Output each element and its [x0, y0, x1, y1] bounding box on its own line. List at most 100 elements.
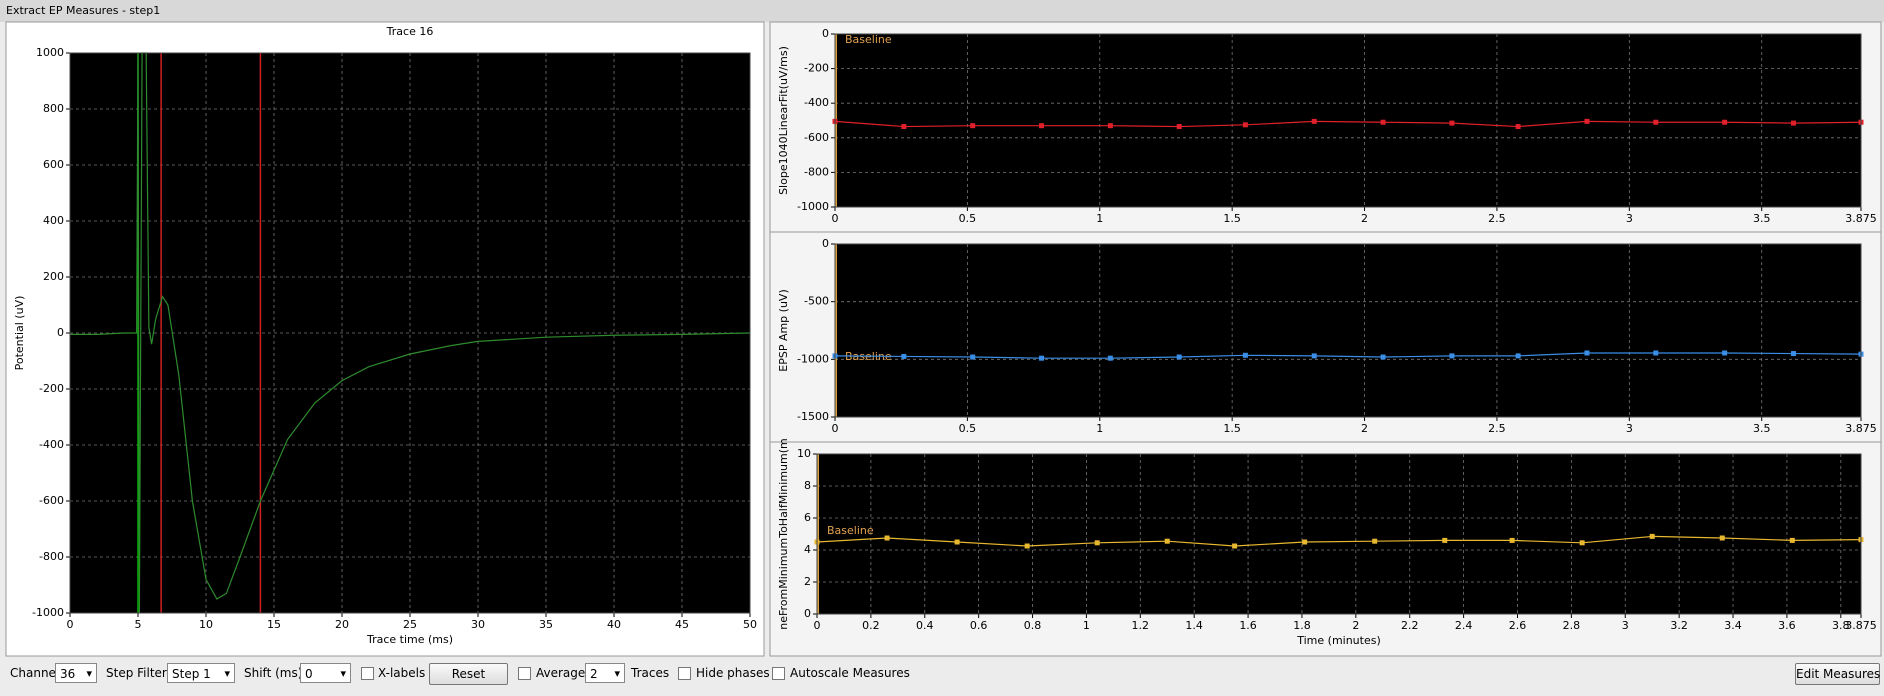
y-tick-label: 600 [43, 158, 64, 171]
x-tick-label: 2 [1361, 422, 1368, 435]
data-point [1164, 538, 1170, 544]
x-tick-label: 1.5 [1223, 212, 1241, 225]
select[interactable]: Step 1 [167, 663, 235, 684]
data-point [1094, 540, 1100, 546]
button[interactable]: Reset [429, 663, 508, 685]
x-tick-label: 3.2 [1670, 619, 1688, 632]
x-tick-label: 0.4 [916, 619, 934, 632]
data-point [1311, 353, 1317, 359]
data-point [1311, 118, 1317, 124]
x-tick-label: 0 [67, 618, 74, 631]
y-tick-label: -800 [39, 550, 64, 563]
x-tick-label: 3.875 [1845, 212, 1877, 225]
button[interactable]: Edit Measures [1795, 663, 1880, 685]
data-point [1039, 123, 1045, 129]
data-point [1515, 353, 1521, 359]
x-tick-label: 15 [267, 618, 281, 631]
plot-frame [834, 243, 1862, 418]
x-tick-label: 10 [199, 618, 213, 631]
x-tick-label: 35 [539, 618, 553, 631]
checkbox[interactable] [361, 667, 374, 680]
data-point [1653, 119, 1659, 125]
x-tick-label: 0 [832, 422, 839, 435]
data-point [1584, 350, 1590, 356]
checkbox[interactable] [772, 667, 785, 680]
checkbox[interactable] [678, 667, 691, 680]
data-point [1242, 122, 1248, 128]
x-tick-label: 3 [1622, 619, 1629, 632]
annotation: Baseline [845, 33, 892, 46]
label: Step Filter [106, 666, 167, 680]
y-tick-label: 800 [43, 102, 64, 115]
data-point [954, 539, 960, 545]
plot-frame [834, 33, 1862, 208]
x-tick-label: 1 [1083, 619, 1090, 632]
data-point [1649, 533, 1655, 539]
data-point [1653, 350, 1659, 356]
y-tick-label: 10 [797, 447, 811, 460]
x-tick-label: 3 [1626, 422, 1633, 435]
data-point [1579, 540, 1585, 546]
x-tick-label: 3.4 [1724, 619, 1742, 632]
label: Channel [10, 666, 60, 680]
data-point [1302, 539, 1308, 545]
select[interactable]: 36 [55, 663, 97, 684]
y-tick-label: -1000 [32, 606, 64, 619]
x-tick-label: 2.4 [1455, 619, 1473, 632]
y-tick-label: -800 [804, 165, 829, 178]
annotation: Baseline [827, 524, 874, 537]
y-tick-label: -1500 [797, 410, 829, 423]
data-point [884, 535, 890, 541]
x-axis-label: Time (minutes) [1296, 634, 1381, 647]
data-point [1722, 350, 1728, 356]
x-tick-label: 2.6 [1509, 619, 1527, 632]
x-tick-label: 3.8 [1832, 619, 1850, 632]
data-point [970, 123, 976, 129]
plot-area [835, 34, 1861, 207]
x-tick-label: 45 [675, 618, 689, 631]
data-point [1232, 543, 1238, 549]
series-line [834, 352, 1862, 359]
y-tick-label: -500 [804, 295, 829, 308]
x-tick-label: 1.6 [1239, 619, 1257, 632]
data-point [970, 354, 976, 360]
checkbox[interactable] [518, 667, 531, 680]
data-point [1790, 120, 1796, 126]
y-tick-label: 4 [804, 543, 811, 556]
x-tick-label: 2 [1361, 212, 1368, 225]
x-tick-label: 2.5 [1488, 422, 1506, 435]
x-tick-label: 20 [335, 618, 349, 631]
x-tick-label: 1 [1096, 212, 1103, 225]
title-bar [0, 0, 1884, 22]
y-tick-label: -400 [39, 438, 64, 451]
x-tick-label: 0.2 [862, 619, 880, 632]
data-point [1372, 538, 1378, 544]
y-tick-label: -1000 [797, 352, 829, 365]
x-tick-label: 50 [743, 618, 757, 631]
select[interactable]: 0 [300, 663, 351, 684]
select[interactable]: 2 [585, 663, 625, 684]
x-tick-label: 0.8 [1024, 619, 1042, 632]
y-tick-label: 200 [43, 270, 64, 283]
x-tick-label: 40 [607, 618, 621, 631]
x-tick-label: 0.5 [959, 212, 977, 225]
data-point [1719, 535, 1725, 541]
y-tick-label: -600 [804, 131, 829, 144]
y-tick-label: 400 [43, 214, 64, 227]
y-tick-label: 8 [804, 479, 811, 492]
y-tick-label: 6 [804, 511, 811, 524]
x-tick-label: 2.8 [1563, 619, 1581, 632]
x-tick-label: 2.5 [1488, 212, 1506, 225]
y-tick-label: -200 [804, 62, 829, 75]
data-point [1380, 119, 1386, 125]
label: Shift (ms) [244, 666, 303, 680]
data-point [1509, 537, 1515, 543]
y-tick-label: 2 [804, 575, 811, 588]
data-point [1790, 351, 1796, 357]
x-tick-label: 5 [135, 618, 142, 631]
data-point [1380, 354, 1386, 360]
series-line [816, 535, 1862, 547]
x-axis-label: Trace time (ms) [366, 633, 453, 646]
y-tick-label: 0 [822, 27, 829, 40]
